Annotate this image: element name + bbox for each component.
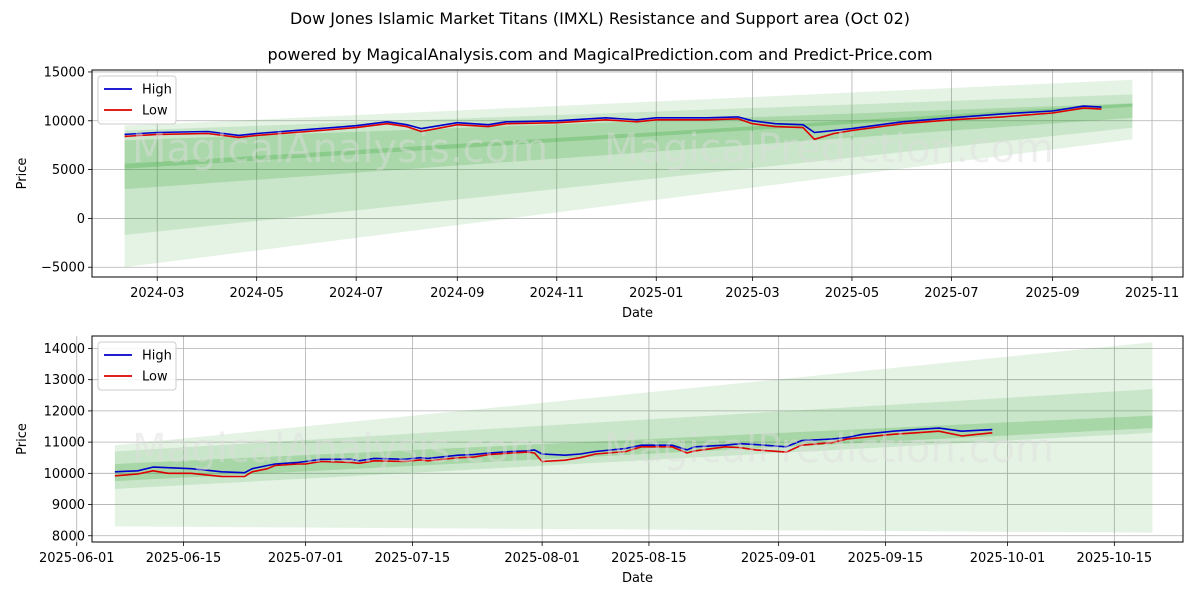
y-tick-label: 10000 [44, 467, 85, 482]
y-tick-label: 9000 [52, 498, 85, 513]
y-tick-label: 15000 [44, 65, 85, 80]
y-axis-label: Price [15, 423, 30, 455]
legend: High Low [97, 75, 177, 125]
y-tick-label: 13000 [44, 373, 85, 388]
legend-box [97, 75, 177, 125]
axes-frame [91, 335, 1184, 543]
y-tick-label: 0 [77, 212, 85, 227]
x-tick-label: 2025-09-15 [848, 551, 924, 566]
x-tick-label: 2025-06-15 [146, 551, 222, 566]
series-line-low [114, 430, 993, 478]
x-tick-label: 2025-06-01 [39, 551, 115, 566]
x-tick-label: 2024-09 [430, 286, 484, 301]
x-tick-label: 2025-10-01 [970, 551, 1046, 566]
legend-label-high: High [142, 83, 172, 98]
y-tick-label: 14000 [44, 342, 85, 357]
x-tick-label: 2025-07-15 [375, 551, 451, 566]
chart-panel-2: MagicalAnalysis.com MagicalPrediction.com… [15, 335, 1184, 586]
y-tick-label: 11000 [44, 436, 85, 451]
legend: High Low [97, 341, 177, 391]
legend-label-high: High [142, 349, 172, 364]
chart-title: Dow Jones Islamic Market Titans (IMXL) R… [289, 9, 911, 28]
legend-label-low: Low [142, 104, 168, 119]
series-line-high [124, 105, 1102, 137]
x-tick-label: 2025-09-01 [741, 551, 817, 566]
x-tick-label: 2025-07-01 [268, 551, 344, 566]
y-tick-label: 8000 [52, 529, 85, 544]
y-tick-label: −5000 [41, 261, 85, 276]
x-tick-label: 2025-05 [825, 286, 879, 301]
x-tick-label: 2025-01 [629, 286, 683, 301]
x-tick-label: 2025-03 [725, 286, 779, 301]
y-tick-label: 5000 [52, 163, 85, 178]
legend-box [97, 341, 177, 391]
series-line-high [114, 427, 993, 474]
x-tick-label: 2024-11 [530, 286, 584, 301]
axes-frame [91, 69, 1184, 278]
x-tick-label: 2024-07 [329, 286, 383, 301]
support-resistance-band [114, 389, 1153, 489]
plot-area [114, 342, 1153, 533]
y-tick-label: 10000 [44, 114, 85, 129]
x-tick-label: 2024-03 [130, 286, 184, 301]
support-resistance-band [124, 94, 1133, 236]
x-axis-label: Date [622, 571, 653, 586]
watermark-analysis: MagicalAnalysis.com [132, 426, 548, 472]
x-tick-label: 2025-10-15 [1077, 551, 1153, 566]
y-axis-label: Price [15, 158, 30, 190]
x-tick-label: 2025-08-15 [611, 551, 687, 566]
x-tick-label: 2024-05 [230, 286, 284, 301]
x-tick-label: 2025-11 [1125, 286, 1179, 301]
x-tick-label: 2025-08-01 [504, 551, 580, 566]
x-tick-label: 2025-07 [924, 286, 978, 301]
x-axis-label: Date [622, 306, 653, 321]
chart-subtitle: powered by MagicalAnalysis.com and Magic… [267, 45, 933, 64]
watermark-prediction: MagicalPrediction.com [604, 426, 1054, 472]
y-tick-label: 12000 [44, 404, 85, 419]
support-resistance-band [114, 342, 1153, 533]
x-tick-label: 2025-09 [1025, 286, 1079, 301]
chart-panel-1: MagicalAnalysis.com MagicalPrediction.com… [15, 65, 1184, 321]
plot-area [124, 79, 1133, 268]
series-line-low [124, 107, 1102, 141]
support-resistance-band [124, 103, 1133, 169]
watermark-prediction: MagicalPrediction.com [604, 126, 1054, 172]
legend-label-low: Low [142, 370, 168, 385]
watermark-analysis: MagicalAnalysis.com [132, 126, 548, 172]
